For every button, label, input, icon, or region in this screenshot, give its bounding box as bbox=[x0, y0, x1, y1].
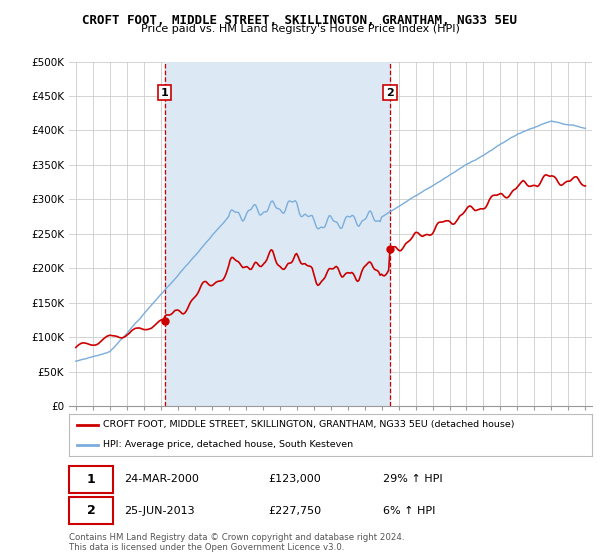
Bar bbox=[164, 62, 390, 406]
Text: 2: 2 bbox=[87, 504, 95, 517]
Text: 2: 2 bbox=[386, 87, 394, 97]
Text: CROFT FOOT, MIDDLE STREET, SKILLINGTON, GRANTHAM, NG33 5EU (detached house): CROFT FOOT, MIDDLE STREET, SKILLINGTON, … bbox=[103, 421, 515, 430]
Text: HPI: Average price, detached house, South Kesteven: HPI: Average price, detached house, Sout… bbox=[103, 440, 353, 449]
Text: £227,750: £227,750 bbox=[268, 506, 321, 516]
Text: Price paid vs. HM Land Registry's House Price Index (HPI): Price paid vs. HM Land Registry's House … bbox=[140, 24, 460, 34]
Text: This data is licensed under the Open Government Licence v3.0.: This data is licensed under the Open Gov… bbox=[69, 543, 344, 552]
Text: 25-JUN-2013: 25-JUN-2013 bbox=[124, 506, 194, 516]
Text: CROFT FOOT, MIDDLE STREET, SKILLINGTON, GRANTHAM, NG33 5EU: CROFT FOOT, MIDDLE STREET, SKILLINGTON, … bbox=[83, 14, 517, 27]
Text: £123,000: £123,000 bbox=[268, 474, 320, 484]
Text: 1: 1 bbox=[87, 473, 95, 486]
FancyBboxPatch shape bbox=[69, 466, 113, 493]
Text: 29% ↑ HPI: 29% ↑ HPI bbox=[383, 474, 443, 484]
Text: 1: 1 bbox=[161, 87, 169, 97]
Text: 24-MAR-2000: 24-MAR-2000 bbox=[124, 474, 199, 484]
Text: Contains HM Land Registry data © Crown copyright and database right 2024.: Contains HM Land Registry data © Crown c… bbox=[69, 533, 404, 542]
Text: 6% ↑ HPI: 6% ↑ HPI bbox=[383, 506, 435, 516]
FancyBboxPatch shape bbox=[69, 497, 113, 524]
